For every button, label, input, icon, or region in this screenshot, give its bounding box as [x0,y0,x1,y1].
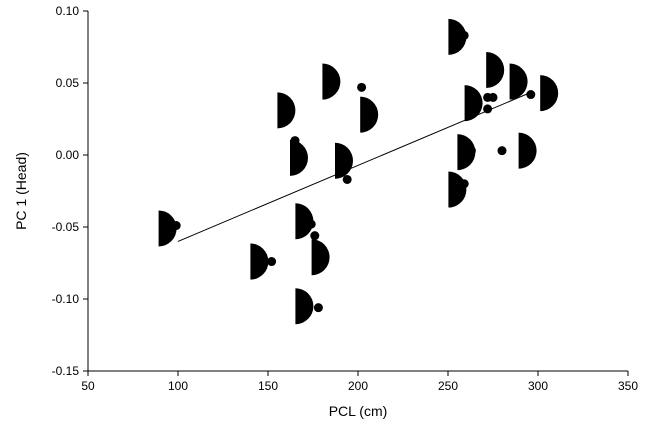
data-point [459,179,469,189]
data-point [310,231,320,241]
data-point [313,303,323,313]
head-shape-icon [448,18,467,55]
data-point [497,146,507,156]
head-shape-icon [509,63,528,100]
trendline-layer [177,91,533,242]
y-tick-label: 0.00 [56,148,80,162]
data-point [357,82,367,92]
head-shape-icon [290,139,308,176]
data-point [290,136,300,146]
head-shape-icon [295,203,314,240]
head-shape-icon [540,75,559,112]
y-tick-label: 0.10 [56,4,80,18]
x-tick-label: 100 [168,379,188,393]
head-shape-icon [518,132,537,169]
x-axis-title: PCL (cm) [329,403,388,419]
head-shape-icon [486,52,505,89]
x-tick-label: 200 [348,379,368,393]
axes-layer: 50 100 150 200 250 300 350 -0.15 -0.10 -0.05 0.00 0… [52,4,639,393]
head-shape-icon [335,142,353,179]
data-point [526,90,536,100]
x-tick-label: 250 [438,379,458,393]
head-shape-icon [250,243,269,280]
data-point [466,146,476,156]
head-glyph-layer [158,18,559,325]
head-shape-icon [322,63,341,100]
data-point [171,221,181,231]
head-shape-icon [311,239,330,276]
head-shape-icon [448,171,467,208]
y-tick-label: -0.15 [52,364,80,378]
head-shape-icon [158,210,177,247]
trendline [177,91,533,242]
data-point [342,174,352,184]
data-point [488,92,498,102]
head-shape-icon [464,85,483,122]
data-point [459,30,469,40]
head-shape-icon [295,288,314,325]
y-tick-label: -0.05 [52,220,80,234]
head-shape-icon [457,134,476,171]
head-shape-icon [360,96,379,133]
data-point [283,114,293,124]
x-tick-label: 300 [528,379,548,393]
x-tick-label: 50 [81,379,95,393]
y-tick-label: 0.05 [56,76,80,90]
x-tick-label: 350 [618,379,638,393]
data-point [330,82,340,92]
y-tick-label: -0.10 [52,292,80,306]
data-point [306,219,316,229]
data-point [267,257,277,267]
y-axis-title: PC 1 (Head) [13,152,29,230]
x-tick-label: 150 [258,379,278,393]
data-point [483,104,493,114]
data-point-layer [171,30,536,313]
